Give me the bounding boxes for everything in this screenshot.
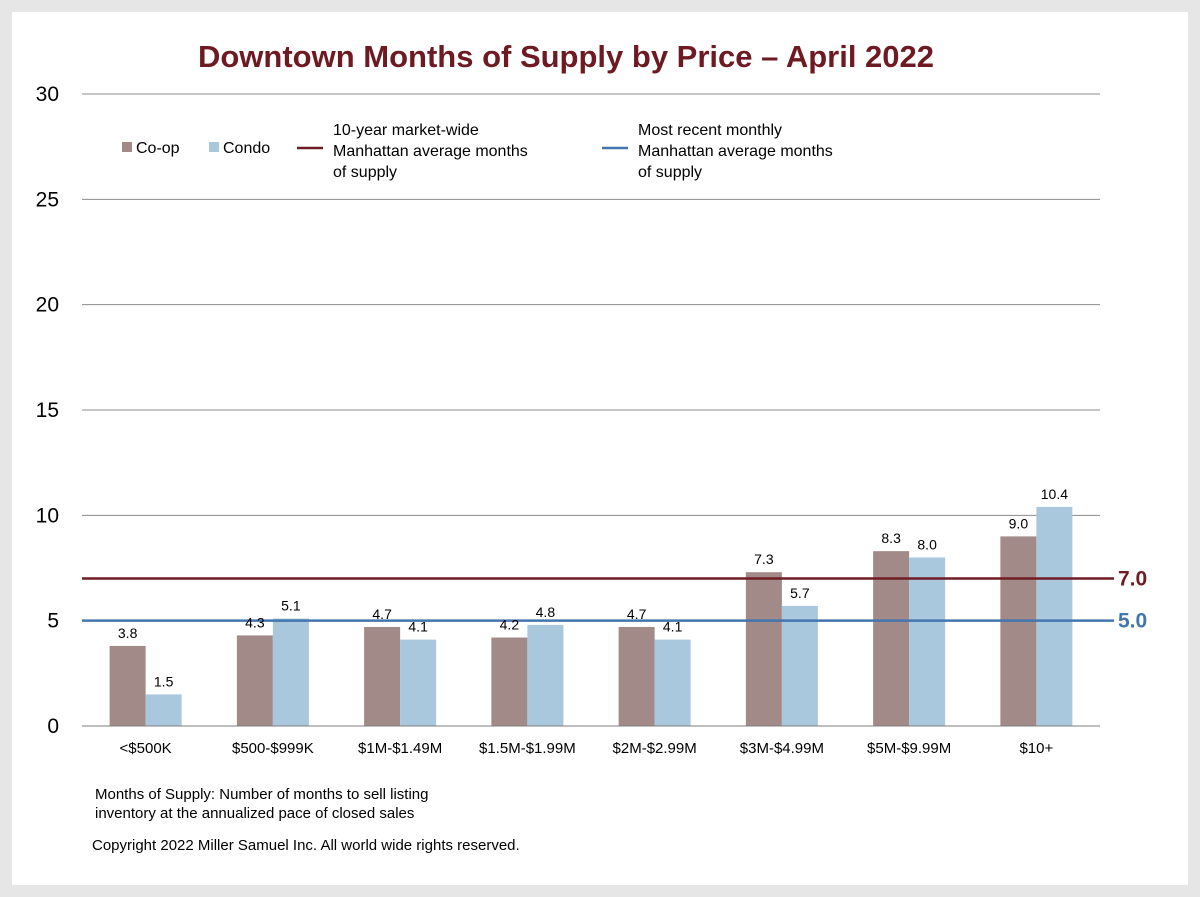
bar-co-op-0 [109, 645, 146, 726]
legend-ref-label-1-2: of supply [638, 164, 702, 181]
x-category-5: $3M-$4.99M [740, 740, 824, 757]
data-label-co-op-2: 4.7 [372, 606, 392, 622]
data-label-co-op-5: 7.3 [754, 551, 774, 567]
bar-condo-0 [145, 694, 182, 726]
bar-co-op-4 [618, 626, 655, 726]
bar-condo-4 [654, 639, 691, 726]
y-tick-5: 5 [47, 610, 59, 633]
chart-svg: Downtown Months of Supply by Price – Apr… [36, 39, 1148, 854]
bars [109, 506, 1073, 726]
data-label-co-op-6: 8.3 [881, 530, 901, 546]
footnote-line-2: inventory at the annualized pace of clos… [95, 805, 414, 822]
copyright-text: Copyright 2022 Miller Samuel Inc. All wo… [92, 837, 520, 854]
legend-ref-label-1-0: Most recent monthly [638, 122, 782, 139]
y-tick-0: 0 [47, 715, 59, 738]
x-category-6: $5M-$9.99M [867, 740, 951, 757]
x-category-1: $500-$999K [232, 740, 314, 757]
x-category-4: $2M-$2.99M [613, 740, 697, 757]
legend-swatch-0 [122, 142, 132, 152]
y-tick-10: 10 [36, 504, 59, 527]
data-label-condo-2: 4.1 [408, 619, 428, 635]
x-axis-categories: <$500K $500-$999K $1M-$1.49M $1.5M-$1.99M $2… [120, 740, 1054, 757]
bar-co-op-1 [236, 635, 273, 726]
x-category-7: $10+ [1019, 740, 1053, 757]
legend-ref-label-1-1: Manhattan average months [638, 143, 833, 160]
data-label-condo-3: 4.8 [536, 604, 556, 620]
legend-swatch-1 [209, 142, 219, 152]
legend-ref-label-0-1: Manhattan average months [333, 143, 528, 160]
y-tick-15: 15 [36, 399, 59, 422]
legend: Co-op Condo 10-year market-wide Manhattan a… [122, 122, 833, 181]
data-label-co-op-3: 4.2 [500, 617, 520, 633]
data-label-condo-0: 1.5 [154, 673, 174, 689]
x-category-0: <$500K [120, 740, 172, 757]
y-tick-20: 20 [36, 294, 59, 317]
y-tick-30: 30 [36, 83, 59, 106]
bar-co-op-7 [1000, 536, 1037, 726]
footnote-line-1: Months of Supply: Number of months to se… [95, 786, 429, 803]
bar-condo-2 [400, 639, 437, 726]
legend-ref-label-0-2: of supply [333, 164, 397, 181]
bar-co-op-6 [873, 551, 910, 726]
bar-condo-5 [781, 605, 818, 726]
data-label-co-op-7: 9.0 [1009, 515, 1029, 531]
footnote: Months of Supply: Number of months to se… [92, 786, 520, 854]
data-label-co-op-0: 3.8 [118, 625, 138, 641]
legend-label-1: Condo [223, 140, 270, 157]
reference-line-label-1: 5.0 [1118, 610, 1147, 633]
y-tick-25: 25 [36, 188, 59, 211]
bar-co-op-3 [491, 637, 528, 726]
data-label-co-op-1: 4.3 [245, 614, 265, 630]
chart-frame: Downtown Months of Supply by Price – Apr… [12, 12, 1188, 885]
chart-title: Downtown Months of Supply by Price – Apr… [198, 39, 934, 74]
reference-lines: 7.0 5.0 [82, 568, 1147, 633]
bar-co-op-5 [745, 572, 782, 726]
bar-condo-6 [909, 557, 946, 726]
data-label-condo-6: 8.0 [917, 536, 937, 552]
data-label-co-op-4: 4.7 [627, 606, 647, 622]
reference-line-label-0: 7.0 [1118, 568, 1147, 591]
bar-condo-1 [272, 618, 309, 726]
x-category-3: $1.5M-$1.99M [479, 740, 576, 757]
y-axis-ticks: 0 5 10 15 20 25 30 [36, 83, 59, 738]
data-labels: 3.8 1.5 4.3 5.1 4.7 4.1 4.2 4.8 4.7 4.1 7.3 5.7 8.3 8… [118, 486, 1068, 689]
data-label-condo-7: 10.4 [1041, 486, 1068, 502]
bar-condo-3 [527, 624, 564, 726]
data-label-condo-4: 4.1 [663, 619, 683, 635]
x-category-2: $1M-$1.49M [358, 740, 442, 757]
data-label-condo-1: 5.1 [281, 598, 301, 614]
data-label-condo-5: 5.7 [790, 585, 810, 601]
bar-condo-7 [1036, 506, 1073, 726]
gridlines [82, 93, 1100, 622]
legend-ref-label-0-0: 10-year market-wide [333, 122, 479, 139]
bar-co-op-2 [364, 626, 401, 726]
legend-label-0: Co-op [136, 140, 180, 157]
